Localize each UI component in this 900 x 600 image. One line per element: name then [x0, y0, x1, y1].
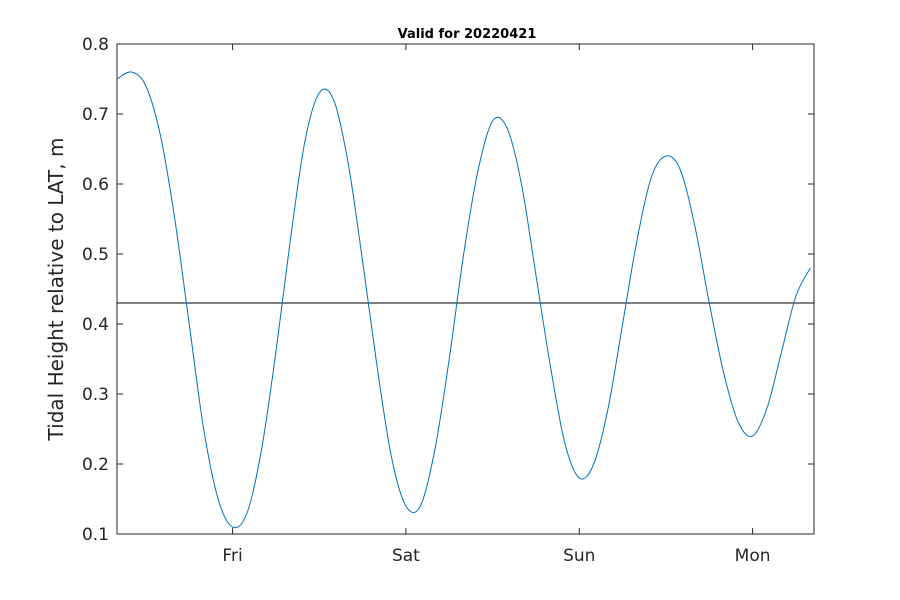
y-axis-ticks: 0.1 0.2 0.3 0.4 0.5 0.6 0.7 0.8 [82, 35, 814, 545]
y-tick-label: 0.4 [82, 315, 109, 335]
x-axis-ticks: Fri Sat Sun Mon [222, 44, 771, 566]
y-tick-label: 0.2 [82, 455, 109, 475]
y-axis-label: Tidal Height relative to LAT, m [44, 138, 68, 442]
y-tick-label: 0.3 [82, 385, 109, 405]
x-tick-label: Sat [392, 546, 420, 566]
tidal-height-series-line [116, 71, 811, 529]
x-tick-label: Sun [563, 546, 595, 566]
chart-title: Valid for 20220421 [398, 27, 537, 42]
y-tick-label: 0.7 [82, 105, 109, 125]
y-tick-label: 0.8 [82, 35, 109, 55]
x-tick-label: Fri [222, 546, 242, 566]
y-tick-label: 0.6 [82, 175, 109, 195]
plot-frame [116, 43, 815, 535]
y-tick-label: 0.5 [82, 245, 109, 265]
x-tick-label: Mon [735, 546, 771, 566]
plot-content [116, 71, 814, 529]
y-tick-label: 0.1 [82, 525, 109, 545]
